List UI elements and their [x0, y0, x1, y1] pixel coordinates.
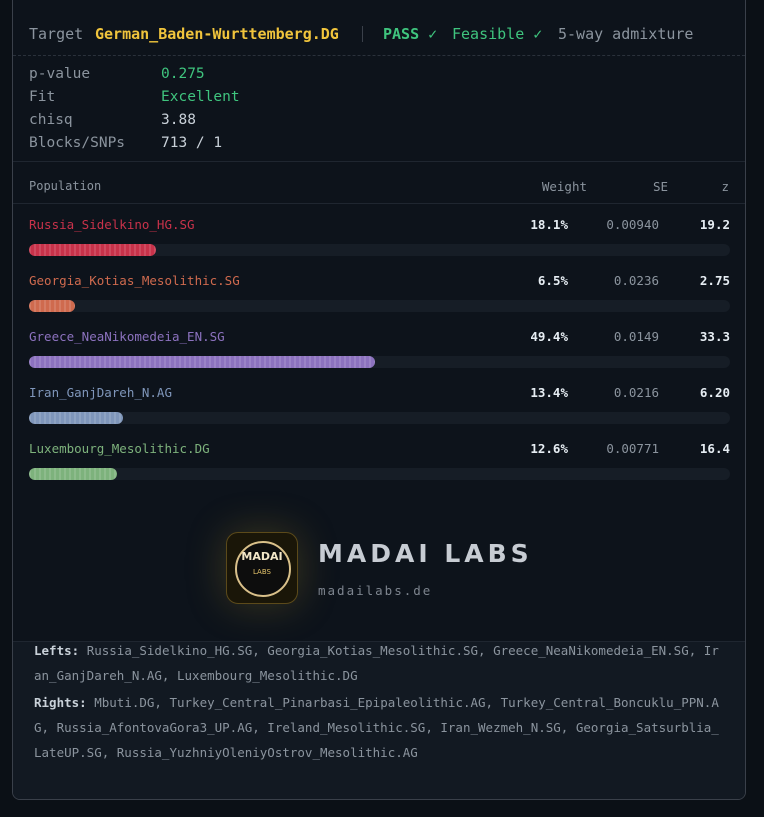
se: 0.0216 — [613, 385, 659, 400]
rights: Rights: Mbuti.DG, Turkey_Central_Pinarba… — [34, 690, 724, 765]
weight-bar — [29, 412, 123, 424]
target-label: Target — [29, 25, 84, 43]
stat-label: chisq — [29, 112, 73, 128]
lefts: Lefts: Russia_Sidelkino_HG.SG, Georgia_K… — [34, 638, 724, 688]
bar-track — [29, 300, 730, 312]
col-z: z — [721, 179, 729, 194]
divider — [13, 161, 745, 162]
z: 19.2 — [699, 217, 730, 232]
badge-bottom: LABS — [253, 568, 271, 576]
se: 0.00940 — [606, 217, 659, 232]
stat-value: 713 / 1 — [161, 135, 223, 151]
weight: 49.4% — [530, 329, 568, 344]
weight: 6.5% — [537, 273, 568, 288]
z: 16.4 — [699, 441, 730, 456]
weight-bar — [29, 300, 75, 312]
divider — [13, 203, 745, 204]
rights-list: Mbuti.DG, Turkey_Central_Pinarbasi_Epipa… — [34, 695, 719, 760]
weight: 13.4% — [530, 385, 568, 400]
stat-label: p-value — [29, 66, 91, 82]
stat-value: 3.88 — [161, 112, 196, 128]
lefts-label: Lefts: — [34, 643, 80, 658]
se: 0.00771 — [606, 441, 659, 456]
weight-bar — [29, 356, 376, 368]
population-name: Russia_Sidelkino_HG.SG — [29, 217, 195, 232]
result-card: Target German_Baden-Wurttemberg.DG PASS … — [12, 0, 746, 800]
col-population: Population — [29, 179, 102, 193]
badge-top: MADAI — [241, 550, 283, 563]
stat-value: 0.275 — [161, 66, 205, 82]
logo-url: madailabs.de — [318, 583, 433, 598]
weight-bar — [29, 468, 118, 480]
population-name: Iran_GanjDareh_N.AG — [29, 385, 172, 400]
se: 0.0236 — [613, 273, 659, 288]
z: 33.3 — [699, 329, 730, 344]
bar-track — [29, 244, 730, 256]
lefts-list: Russia_Sidelkino_HG.SG, Georgia_Kotias_M… — [34, 643, 719, 683]
population-name: Georgia_Kotias_Mesolithic.SG — [29, 273, 240, 288]
weight: 18.1% — [530, 217, 568, 232]
stat-label: Blocks/SNPs — [29, 135, 126, 151]
population-name: Greece_NeaNikomedeia_EN.SG — [29, 329, 225, 344]
target-name: German_Baden-Wurttemberg.DG — [95, 25, 339, 43]
bar-track — [29, 468, 730, 480]
footer: Lefts: Russia_Sidelkino_HG.SG, Georgia_K… — [13, 638, 745, 799]
logo-title: MADAI LABS — [318, 539, 533, 568]
status-feasible: Feasible ✓ — [452, 25, 543, 43]
population-name: Luxembourg_Mesolithic.DG — [29, 441, 210, 456]
model: 5-way admixture — [558, 25, 694, 43]
logo-icon: MADAI LABS — [226, 532, 298, 604]
bar-track — [29, 356, 730, 368]
z: 6.20 — [699, 385, 730, 400]
rights-label: Rights: — [34, 695, 87, 710]
status-pass: PASS ✓ — [383, 25, 438, 43]
divider — [13, 55, 745, 56]
separator — [362, 26, 363, 42]
col-se: SE — [652, 179, 668, 194]
z: 2.75 — [699, 273, 730, 288]
stat-value: Excellent — [161, 89, 240, 105]
bar-track — [29, 412, 730, 424]
weight: 12.6% — [530, 441, 568, 456]
weight-bar — [29, 244, 156, 256]
se: 0.0149 — [613, 329, 659, 344]
stat-label: Fit — [29, 89, 56, 105]
col-weight: Weight — [541, 179, 587, 194]
